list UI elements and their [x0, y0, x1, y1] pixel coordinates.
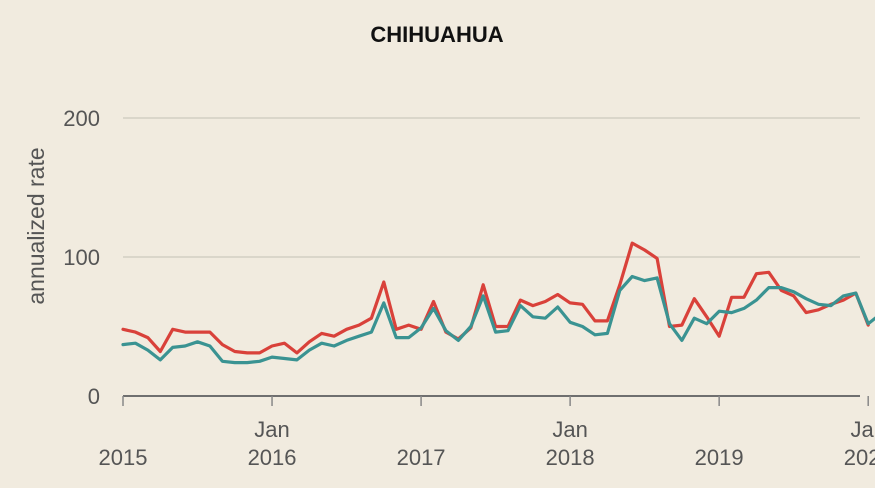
x-tick-label: 2019 [695, 445, 744, 470]
y-axis-label: annualized rate [23, 147, 49, 304]
x-tick-label: Jan [254, 417, 289, 442]
series-line-1 [121, 241, 870, 355]
x-axis: 2015 Jan 2016 2017 Jan 2018 2019 Jan 2020 [99, 396, 875, 470]
plot-area [121, 241, 875, 365]
x-tick-label: 2015 [99, 445, 148, 470]
y-axis: 0 100 200 [63, 106, 100, 409]
grid [123, 117, 860, 397]
x-tick-label: Jan [850, 417, 875, 442]
series-line-2 [121, 274, 875, 365]
x-tick-label: Jan [552, 417, 587, 442]
y-tick-label: 0 [88, 384, 100, 409]
x-tick-label: 2020 [844, 445, 875, 470]
chart-title: CHIHUAHUA [370, 22, 503, 47]
x-tick-label: 2017 [397, 445, 446, 470]
y-tick-label: 100 [63, 245, 100, 270]
x-tick-label: 2018 [546, 445, 595, 470]
y-tick-label: 200 [63, 106, 100, 131]
x-tick-label: 2016 [248, 445, 297, 470]
